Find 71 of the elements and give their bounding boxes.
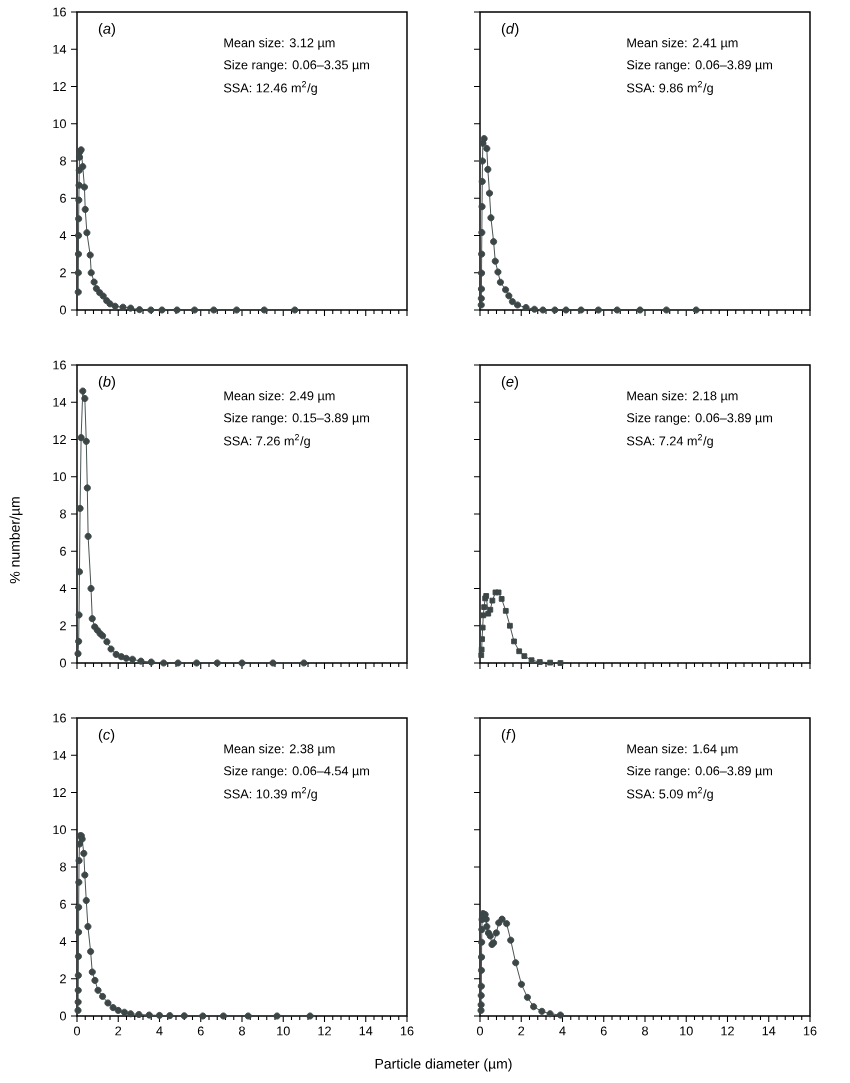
text: (c) (98, 729, 115, 743)
x-tick-label: 2 (518, 1026, 525, 1036)
annotation: Mean size: 2.38 µm (224, 743, 335, 756)
y-tick-label: 10 (53, 119, 67, 129)
y-tick-label: 8 (60, 156, 66, 166)
x-axis-title: Particle diameter (µm) (375, 1058, 512, 1072)
y-tick-label: 12 (53, 435, 66, 444)
text: (b) (98, 376, 115, 390)
annotation: Mean size: 2.41 µm (627, 37, 738, 50)
annotation: SSA: 10.39 m$^{2}$/g (223, 787, 317, 801)
x-tick-label: 16 (400, 1026, 414, 1036)
y-tick-label: 6 (60, 546, 66, 556)
y-tick-label: 4 (59, 584, 67, 593)
y-tick-label: 4 (59, 231, 67, 240)
y-tick-label: 0 (59, 658, 67, 668)
x-tick-label: 8 (239, 1026, 245, 1036)
y-tick-label: 14 (53, 44, 67, 54)
text: (d) (501, 23, 519, 37)
y-tick-label: 0 (59, 1011, 67, 1021)
annotation: SSA: 12.46 m$^{2}$/g (223, 81, 317, 95)
annotation: Size range: 0.06–3.89 µm (626, 766, 773, 778)
y-tick-label: 10 (53, 472, 67, 482)
y-tick-label: 16 (53, 713, 66, 723)
y-axis-title: % number/µm (9, 497, 23, 584)
annotation: Size range: 0.06–3.89 µm (626, 60, 773, 72)
y-tick-label: 6 (60, 899, 66, 909)
y-tick-label: 12 (53, 82, 66, 91)
y-tick-label: 8 (60, 862, 66, 872)
text: (e) (501, 376, 518, 390)
annotation: Mean size: 1.64 µm (627, 743, 738, 756)
x-tick-label: 10 (277, 1026, 290, 1036)
annotation: Mean size: 2.49 µm (224, 390, 335, 403)
annotation: Size range: 0.06–4.54 µm (223, 766, 370, 778)
annotation: Size range: 0.15–3.89 µm (223, 413, 370, 425)
y-tick-label: 6 (60, 193, 66, 203)
text: (f) (501, 729, 516, 743)
x-tick-label: 10 (680, 1026, 693, 1036)
annotation: Mean size: 3.12 µm (224, 37, 335, 50)
annotation: Size range: 0.06–3.89 µm (626, 413, 773, 425)
y-tick-label: 16 (53, 360, 66, 370)
y-tick-label: 2 (60, 974, 66, 984)
y-tick-label: 12 (53, 788, 66, 797)
x-tick-label: 4 (559, 1026, 566, 1036)
annotation: SSA: 7.24 m$^{2}$/g (626, 434, 713, 448)
x-tick-label: 16 (803, 1026, 817, 1036)
y-tick-label: 16 (53, 7, 66, 17)
x-tick-label: 0 (476, 1026, 484, 1036)
annotation: SSA: 7.26 m$^{2}$/g (223, 434, 310, 448)
y-tick-label: 2 (60, 621, 66, 631)
x-tick-label: 14 (762, 1026, 776, 1036)
x-tick-label: 2 (115, 1026, 122, 1036)
x-tick-label: 0 (73, 1026, 81, 1036)
annotation: Mean size: 2.18 µm (627, 390, 738, 403)
x-tick-label: 12 (318, 1026, 331, 1036)
annotation: SSA: 9.86 m$^{2}$/g (626, 81, 713, 95)
y-tick-label: 0 (59, 305, 67, 315)
y-tick-label: 2 (60, 268, 66, 278)
y-tick-label: 14 (53, 397, 67, 407)
y-tick-label: 4 (59, 937, 67, 946)
x-tick-label: 6 (197, 1026, 204, 1036)
x-tick-label: 4 (156, 1026, 163, 1036)
annotation: Size range: 0.06–3.35 µm (223, 60, 370, 72)
y-tick-label: 10 (53, 825, 67, 835)
text: (a) (98, 23, 115, 37)
x-tick-label: 8 (642, 1026, 648, 1036)
x-tick-label: 14 (359, 1026, 373, 1036)
y-tick-label: 8 (60, 509, 66, 519)
x-tick-label: 12 (721, 1026, 734, 1036)
annotation: SSA: 5.09 m$^{2}$/g (626, 787, 713, 801)
x-tick-label: 6 (600, 1026, 607, 1036)
y-tick-label: 14 (53, 750, 67, 760)
